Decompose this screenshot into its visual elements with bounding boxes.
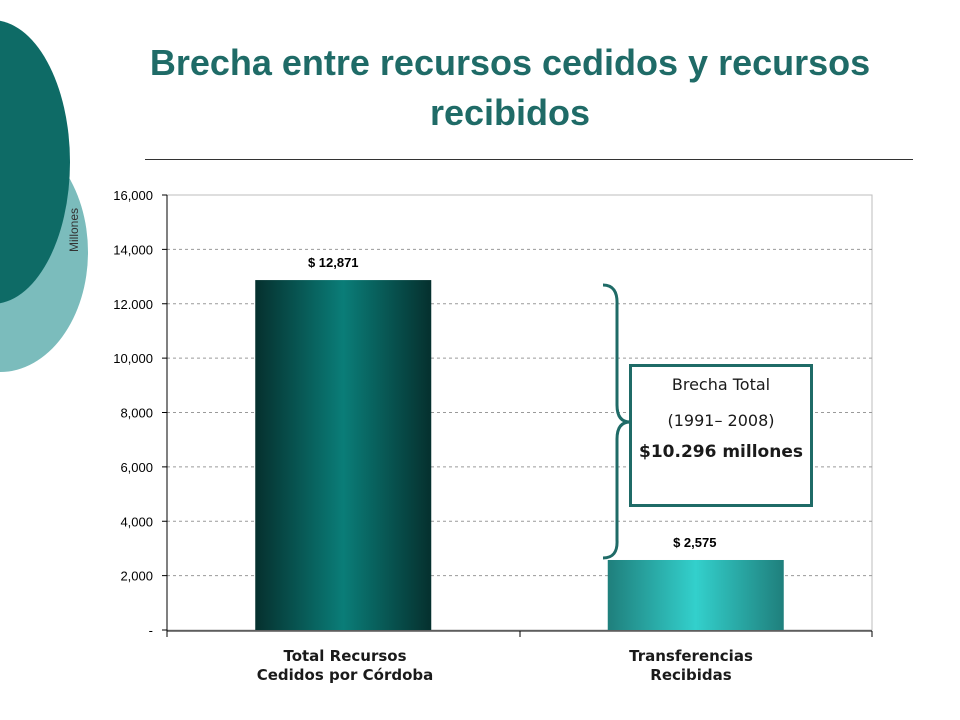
bar-data-label: $ 12,871 xyxy=(308,255,359,270)
y-unit-label: Millones xyxy=(67,208,81,252)
y-tick-label: 14,000 xyxy=(113,242,153,257)
page-title: Brecha entre recursos cedidos y recursos… xyxy=(149,42,871,133)
data-labels: $ 12,871 $ 2,575 xyxy=(308,255,716,550)
gap-annotation-period: (1991– 2008) xyxy=(667,411,775,430)
bars xyxy=(255,280,784,630)
brace-shape xyxy=(602,283,631,560)
decorative-circles xyxy=(0,20,88,372)
bar xyxy=(607,559,784,630)
y-tick-label: 6,000 xyxy=(120,460,153,475)
category-label-1-line-2: Recibidas xyxy=(650,666,732,684)
y-tick-label: 8,000 xyxy=(120,406,153,421)
bar xyxy=(255,280,432,630)
gap-annotation-amount: $10.296 millones xyxy=(639,442,803,462)
y-tick-label: 10,000 xyxy=(113,351,153,366)
dark-circle-shape xyxy=(0,20,70,304)
category-label-0: Total Recursos Cedidos por Córdoba xyxy=(215,647,475,685)
y-tick-label: - xyxy=(149,623,153,638)
category-label-1: Transferencias Recibidas xyxy=(561,647,821,685)
y-tick-label: 12.000 xyxy=(113,297,153,312)
category-label-0-line-1: Total Recursos xyxy=(283,647,407,665)
category-label-0-line-2: Cedidos por Córdoba xyxy=(256,666,434,684)
y-tick-label: 4,000 xyxy=(120,514,153,529)
bar-data-label: $ 2,575 xyxy=(673,535,716,550)
gap-annotation-box: Brecha Total (1991– 2008) $10.296 millon… xyxy=(629,364,813,507)
gap-annotation-title: Brecha Total xyxy=(671,375,771,394)
category-label-1-line-1: Transferencias xyxy=(629,647,753,665)
y-tick-label: 16,000 xyxy=(113,188,153,203)
y-tick-label: 2,000 xyxy=(120,569,153,584)
y-tick-labels: - 2,000 4,000 6,000 8,000 10,000 12.000 14,000 1… xyxy=(113,188,167,638)
title-divider xyxy=(145,159,913,160)
